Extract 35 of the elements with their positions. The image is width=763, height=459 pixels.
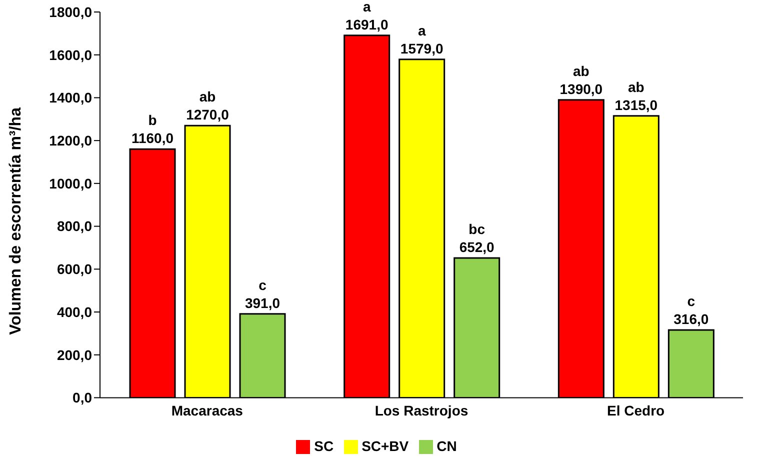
annotation: ab	[573, 62, 590, 79]
annotation: ab	[628, 78, 644, 95]
annotation: b	[148, 112, 157, 128]
y-tick-label: 800,0	[56, 218, 92, 234]
data-label: 391,0	[244, 294, 280, 311]
x-tick-label: Macaracas	[171, 402, 244, 419]
data-label: 1160,0	[131, 130, 174, 146]
data-label: 1579,0	[400, 40, 444, 56]
annotation: ab	[199, 88, 216, 105]
data-label: 1691,0	[345, 16, 388, 32]
annotation: c	[258, 276, 267, 293]
legend-label: SC	[314, 438, 334, 454]
y-tick-label: 400,0	[56, 304, 92, 320]
data-label: 1270,0	[186, 106, 230, 123]
data-label: 1390,0	[560, 80, 603, 97]
legend-label: SC+BV	[362, 438, 409, 454]
x-tick-label: El Cedro	[607, 402, 665, 419]
data-label: 1315,0	[614, 96, 658, 113]
y-axis-title: Volumen de escorrentía m³/ha	[8, 107, 25, 335]
y-tick-label: 1400,0	[49, 90, 92, 106]
data-label: 652,0	[459, 238, 495, 255]
y-tick-label: 200,0	[56, 346, 92, 363]
y-tick-label: 1800,0	[49, 4, 92, 20]
y-tick-label: 0,0	[72, 390, 92, 406]
annotation: bc	[468, 220, 486, 237]
data-label: 316,0	[674, 310, 709, 327]
annotation: a	[362, 0, 371, 14]
y-tick-label: 1000,0	[49, 175, 92, 192]
y-tick-label: 600,0	[56, 261, 92, 278]
y-tick-label: 1200,0	[49, 132, 92, 149]
x-tick-label: Los Rastrojos	[374, 402, 468, 419]
legend-label: CN	[436, 438, 457, 454]
y-tick-label: 1600,0	[49, 46, 92, 63]
annotation: c	[687, 292, 696, 309]
annotation: a	[418, 22, 426, 38]
